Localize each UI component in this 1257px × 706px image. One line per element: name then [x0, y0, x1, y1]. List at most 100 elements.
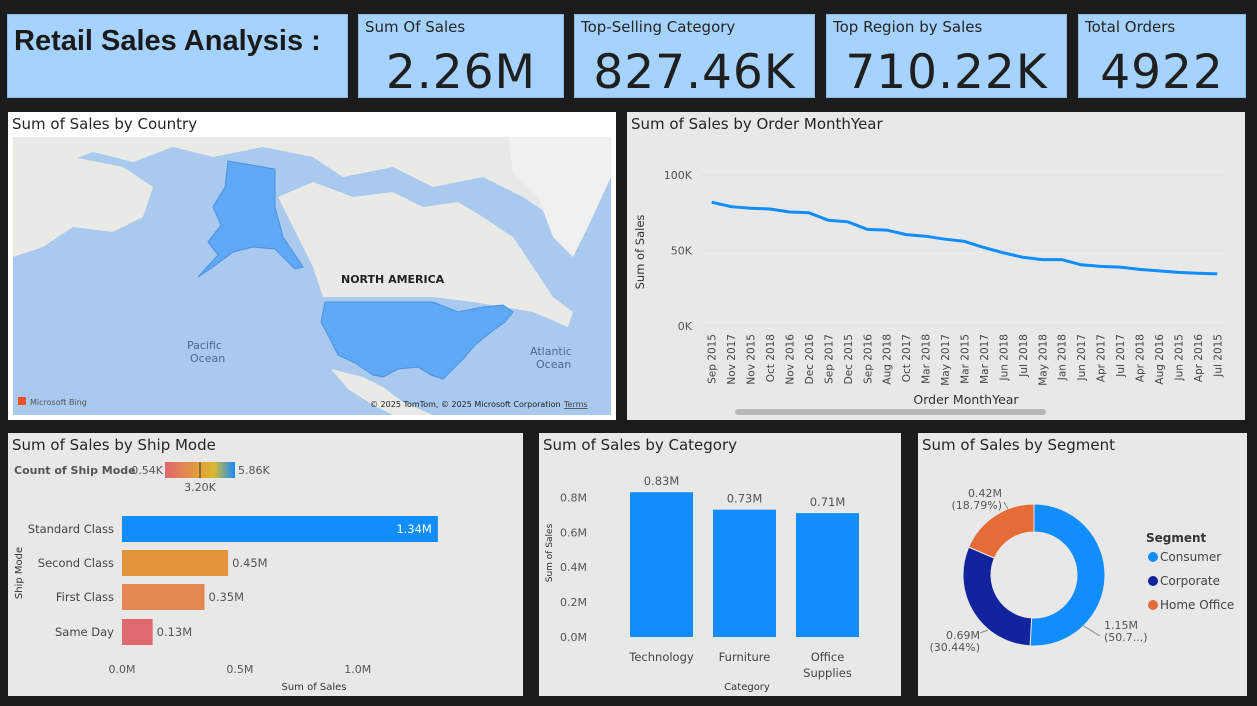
data-label: (30.44%): [929, 641, 980, 654]
x-tick-label: Apr 2017: [1096, 334, 1108, 382]
y-tick-label: 0.0M: [560, 631, 587, 644]
x-tick-label: Jul 2015: [1212, 334, 1224, 378]
x-tick-label: Apr 2016: [1193, 334, 1205, 383]
y-tick-label: 100K: [664, 169, 693, 182]
data-label: 0.45M: [232, 556, 268, 570]
y-tick-label: 0.6M: [560, 526, 587, 539]
y-tick-label: 0.8M: [560, 491, 587, 504]
dashboard-title-card: Retail Sales Analysis :: [7, 14, 348, 98]
category-panel[interactable]: Sum of Sales by Category 0.0M 0.2M 0.4M 0.6…: [539, 433, 901, 696]
bar-3: [122, 619, 153, 645]
map-label-atlantic-1: Atlantic: [530, 345, 572, 358]
segment-title: Sum of Sales by Segment: [922, 436, 1115, 454]
y-tick-label: 50K: [671, 245, 693, 258]
kpi-value: 710.22K: [845, 45, 1048, 100]
legend-dot: [1148, 600, 1158, 610]
x-axis-title: Order MonthYear: [913, 392, 1019, 407]
data-label: 0.42M: [968, 487, 1002, 500]
kpi-title: Total Orders: [1085, 18, 1176, 36]
map-label-atlantic-2: Ocean: [536, 358, 571, 371]
legend-dot: [1148, 552, 1158, 562]
line-chart-title: Sum of Sales by Order MonthYear: [631, 115, 883, 133]
kpi-title: Top-Selling Category: [581, 18, 736, 36]
kpi-top-region[interactable]: Top Region by Sales 710.22K: [826, 14, 1067, 100]
segment-panel[interactable]: Sum of Sales by Segment 1.15M (50.7...) 0.…: [918, 433, 1247, 696]
ship-mode-title: Sum of Sales by Ship Mode: [12, 436, 216, 454]
bar-2: [122, 584, 205, 610]
map-canvas[interactable]: NORTH AMERICA Pacific Ocean Atlantic Oce…: [13, 137, 611, 415]
x-tick-label: Jul 2017: [1115, 334, 1127, 378]
data-label: 0.83M: [644, 474, 680, 488]
land-alaska: [197, 160, 304, 278]
data-label: (18.79%): [951, 499, 1002, 512]
x-tick-label: 1.0M: [344, 663, 371, 676]
x-tick-label: Dec 2015: [843, 334, 855, 384]
land-russia: [13, 147, 153, 257]
leader-line: [1003, 501, 1009, 510]
category-label: Second Class: [38, 556, 114, 570]
x-tick-label: Jan 2018: [1057, 334, 1069, 381]
x-tick-label: 0.5M: [226, 663, 253, 676]
legend-dot: [1148, 576, 1158, 586]
legend-label: Consumer: [1160, 550, 1221, 564]
y-axis-title: Sum of Sales: [545, 523, 555, 582]
leader-line: [979, 629, 989, 634]
data-label: 0.69M: [946, 629, 980, 642]
x-tick-label: Aug 2018: [882, 334, 894, 385]
map-label-pacific-2: Ocean: [190, 352, 225, 365]
map-copyright: © 2025 TomTom, © 2025 Microsoft Corporat…: [370, 400, 561, 409]
data-label: 0.71M: [810, 495, 846, 509]
map-terms-link[interactable]: Terms: [563, 400, 588, 409]
land-mexico: [331, 369, 433, 415]
kpi-value: 2.26M: [385, 45, 537, 100]
slice-0: [1029, 503, 1106, 647]
kpi-top-selling-category[interactable]: Top-Selling Category 827.46K: [574, 14, 815, 100]
x-tick-label: Mar 2018: [921, 334, 933, 384]
x-tick-label: Sep 2015: [707, 334, 719, 384]
kpi-sum-of-sales[interactable]: Sum Of Sales 2.26M: [358, 14, 564, 100]
bar-0: [122, 516, 438, 542]
category-svg[interactable]: 0.0M 0.2M 0.4M 0.6M 0.8M 0.83M Technology 0.73M…: [539, 433, 901, 696]
y-tick-label: 0.4M: [560, 561, 587, 574]
kpi-total-orders[interactable]: Total Orders 4922: [1078, 14, 1246, 100]
data-label: 0.13M: [157, 625, 193, 639]
x-tick-label: Oct 2018: [765, 334, 777, 382]
x-tick-label: Oct 2017: [901, 334, 913, 382]
x-tick-label: Apr 2018: [1135, 334, 1147, 382]
land-arctic: [13, 137, 611, 217]
map-label-region: NORTH AMERICA: [341, 273, 445, 286]
category-label: Same Day: [55, 625, 114, 639]
legend-mid-label: 3.20K: [184, 481, 216, 494]
x-tick-label: May 2017: [940, 334, 952, 386]
x-axis-title: Category: [724, 682, 770, 693]
line-chart-svg[interactable]: 0K 50K 100K Sep 2015 Nov 2017 Nov 2015 Oct 201…: [627, 112, 1245, 420]
legend-title: Count of Ship Mode: [14, 464, 136, 477]
kpi-title: Top Region by Sales: [833, 18, 983, 36]
kpi-title: Sum Of Sales: [365, 18, 466, 36]
category-label: Furniture: [719, 650, 771, 664]
map-panel[interactable]: Sum of Sales by Country NORTH AMERICA Pa…: [8, 112, 616, 420]
x-tick-label: Jun 2017: [1076, 334, 1088, 381]
map-label-pacific-1: Pacific: [187, 339, 222, 352]
slice-2: [968, 503, 1035, 559]
land-greenland: [508, 137, 611, 257]
data-label: 0.73M: [727, 492, 763, 506]
x-tick-label: Jul 2018: [1018, 334, 1030, 378]
segment-svg[interactable]: 1.15M(50.7...) 0.69M(30.44%) 0.42M(18.79%)…: [918, 433, 1247, 696]
bing-logo-icon: [18, 397, 26, 405]
category-label: Supplies: [803, 666, 852, 680]
x-axis-title: Sum of Sales: [281, 682, 346, 693]
map-title: Sum of Sales by Country: [12, 115, 198, 133]
bar-2: [796, 513, 859, 637]
line-chart-panel[interactable]: Sum of Sales by Order MonthYear 0K 50K 100…: [627, 112, 1245, 420]
horizontal-scrollbar[interactable]: [735, 409, 1046, 415]
data-label: 1.34M: [396, 522, 432, 536]
x-tick-label: May 2018: [1037, 334, 1049, 386]
category-label: Office: [811, 650, 845, 664]
x-tick-label: Mar 2017: [979, 334, 991, 384]
x-tick-label: Jun 2018: [998, 334, 1010, 381]
x-tick-label: Sep 2017: [823, 334, 835, 384]
land-usa: [320, 301, 514, 380]
ship-mode-panel[interactable]: Sum of Sales by Ship Mode Count of Ship …: [8, 433, 523, 696]
